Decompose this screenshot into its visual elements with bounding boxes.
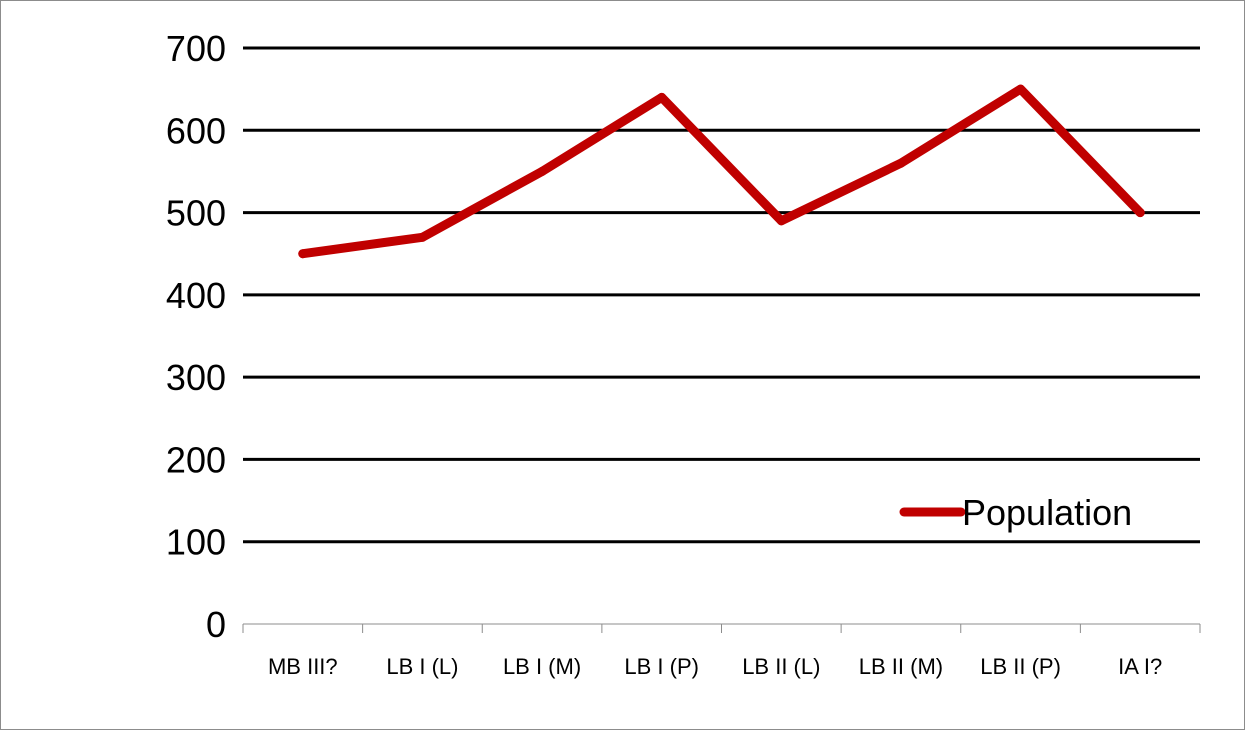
data-point xyxy=(777,216,786,225)
data-point xyxy=(538,167,547,176)
x-tick-label: IA I? xyxy=(1118,654,1162,679)
data-point xyxy=(1136,208,1145,217)
x-tick-label: LB I (M) xyxy=(503,654,581,679)
x-tick-label: LB II (L) xyxy=(742,654,820,679)
x-tick-label: LB I (P) xyxy=(624,654,699,679)
y-tick-label: 400 xyxy=(166,275,226,316)
y-tick-label: 700 xyxy=(166,28,226,69)
y-tick-label: 100 xyxy=(166,522,226,563)
x-tick-label: LB I (L) xyxy=(386,654,458,679)
y-tick-label: 200 xyxy=(166,439,226,480)
y-tick-label: 300 xyxy=(166,357,226,398)
y-tick-label: 600 xyxy=(166,110,226,151)
data-point xyxy=(418,233,427,242)
legend: Population xyxy=(904,492,1132,533)
x-tick-label: MB III? xyxy=(268,654,338,679)
series-lines xyxy=(298,85,1144,259)
y-tick-label: 0 xyxy=(206,604,226,645)
data-point xyxy=(896,159,905,168)
series-line-population xyxy=(303,89,1140,254)
y-axis-tick-labels: 0 100 200 300 400 500 600 700 xyxy=(166,28,226,645)
x-axis-tick-labels: MB III? LB I (L) LB I (M) LB I (P) LB II (L)… xyxy=(268,654,1162,679)
data-point xyxy=(1016,85,1025,94)
x-tick-label: LB II (P) xyxy=(980,654,1061,679)
x-axis xyxy=(243,624,1200,633)
x-tick-label: LB II (M) xyxy=(859,654,943,679)
y-tick-label: 500 xyxy=(166,193,226,234)
data-point xyxy=(298,249,307,258)
legend-label-population: Population xyxy=(962,492,1132,533)
data-point xyxy=(657,93,666,102)
